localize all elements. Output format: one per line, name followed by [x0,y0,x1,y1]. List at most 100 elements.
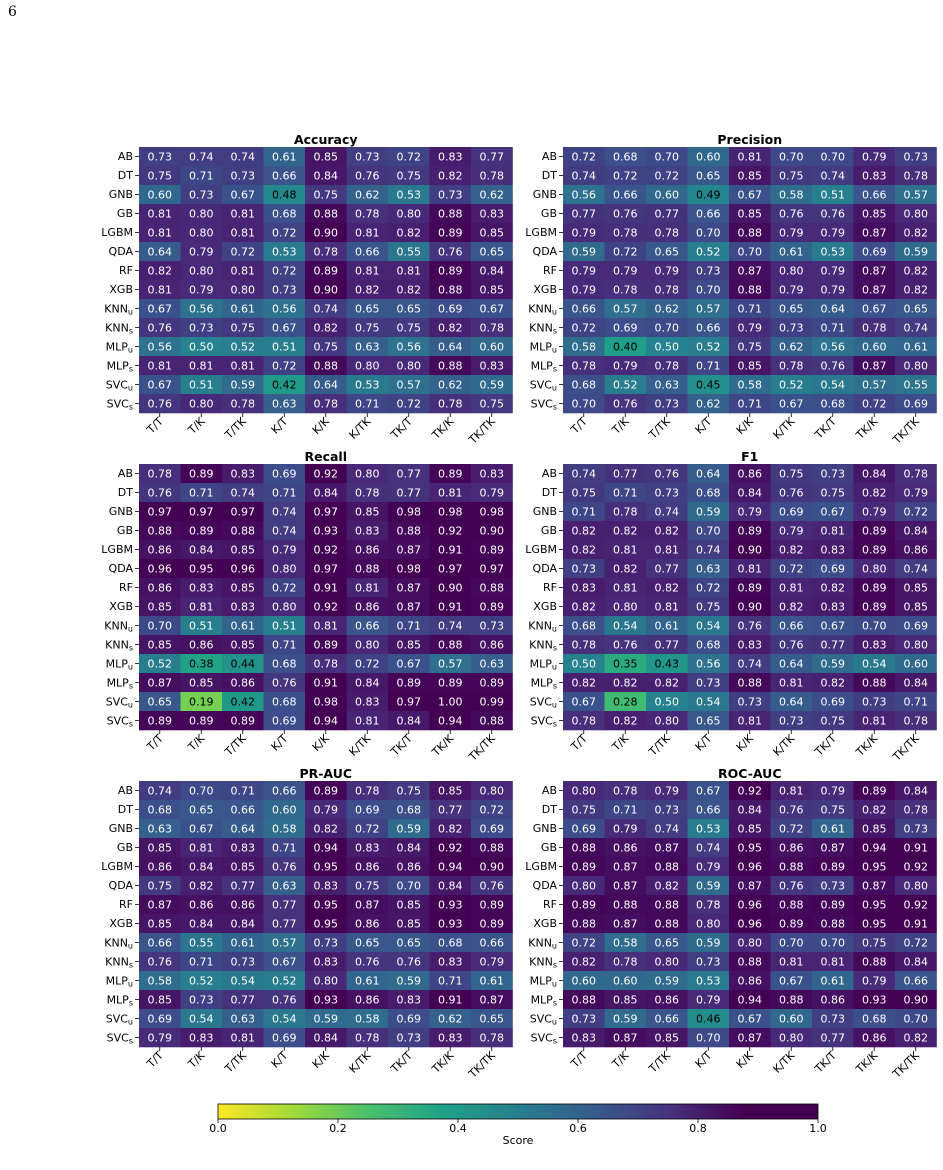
cell-value: 0.99 [480,696,505,709]
heatmap-cell [263,952,306,972]
cell-value: 0.82 [438,322,463,335]
heatmap-cell [263,242,306,262]
cell-value: 0.75 [779,468,804,481]
heatmap-cell [139,337,181,357]
cell-value: 0.89 [397,677,422,690]
heatmap-cell [853,280,896,300]
col-label: K/K [734,731,757,754]
heatmap-cell [180,242,223,262]
heatmap-cell [180,635,223,655]
heatmap-cell [346,711,389,731]
heatmap-cell [770,166,813,186]
cell-value: 0.65 [480,246,505,259]
cell-value: 0.83 [397,994,422,1007]
row-label: KNNs [529,321,557,335]
heatmap-cell [388,318,430,338]
cell-value: 0.83 [438,1032,463,1045]
cell-value: 0.80 [738,937,763,950]
heatmap-cell [853,819,896,839]
cell-value: 0.85 [397,918,422,931]
heatmap-cell [263,394,306,414]
col-label: T/T [144,1049,166,1071]
colorbar-tick-label: 0.8 [689,1122,707,1135]
cell-value: 0.92 [904,899,929,912]
heatmap-cell [729,635,771,655]
heatmap-cell [646,185,688,205]
heatmap-cell [305,971,347,991]
heatmap-cell [305,1028,347,1048]
cell-value: 0.73 [272,284,297,297]
cell-value: 0.77 [821,1032,846,1045]
heatmap-cell [471,356,513,376]
cell-value: 0.45 [696,379,721,392]
heatmap-cell [853,711,896,731]
cell-value: 0.91 [904,918,929,931]
cell-value: 0.75 [821,715,846,728]
heatmap-cell [471,483,513,503]
cell-value: 0.78 [480,322,505,335]
row-label: AB [118,467,133,480]
heatmap-cell [263,971,306,991]
cell-value: 0.89 [480,544,505,557]
heatmap-cell [388,952,430,972]
heatmap-cell [388,502,430,522]
heatmap-cell [139,166,181,186]
col-label: TK/TK [890,731,923,764]
heatmap-cell [305,261,347,281]
heatmap-cell [305,895,347,915]
cell-value: 0.68 [272,208,297,221]
heatmap-cell [180,1028,223,1048]
cell-value: 0.88 [438,284,463,297]
heatmap-cell [729,597,771,617]
heatmap-cell [305,781,347,801]
cell-value: 0.85 [480,284,505,297]
heatmap-cell [180,318,223,338]
heatmap-cell [222,635,264,655]
heatmap-cell [895,819,937,839]
cell-value: 0.66 [355,246,380,259]
cell-value: 0.79 [655,265,680,278]
heatmap-cell [604,464,647,484]
heatmap-cell [687,800,730,820]
cell-value: 0.95 [738,842,763,855]
heatmap-cell [305,616,347,636]
heatmap-cell [471,971,513,991]
heatmap-cell [305,933,347,953]
heatmap-cell [388,857,430,877]
cell-value: 0.82 [355,284,380,297]
cell-value: 0.95 [189,563,214,576]
row-label: QDA [109,562,134,575]
heatmap-cell [646,375,688,395]
heatmap-cell [388,242,430,262]
col-label: TK/T [812,1049,839,1076]
heatmap-cell [563,242,605,262]
heatmap-cell [222,299,264,319]
cell-value: 0.78 [613,506,638,519]
heatmap-cell [895,635,937,655]
heatmap-cell [139,185,181,205]
cell-value: 0.68 [272,696,297,709]
cell-value: 0.42 [231,696,256,709]
colorbar-tick-label: 0.2 [329,1122,347,1135]
row-label: LGBM [525,543,557,556]
heatmap-cell [139,483,181,503]
heatmap-cell [729,261,771,281]
heatmap-cell [770,616,813,636]
heatmap-cell [895,280,937,300]
cell-value: 0.75 [231,322,256,335]
cell-value: 0.79 [189,246,214,259]
cell-value: 0.66 [231,804,256,817]
col-label: K/T [693,1049,715,1071]
row-label: QDA [109,879,134,892]
cell-value: 0.60 [613,975,638,988]
heatmap-cell [687,578,730,598]
cell-value: 0.60 [904,658,929,671]
heatmap-cell [263,502,306,522]
cell-value: 0.90 [738,544,763,557]
heatmap-cell [646,521,688,541]
heatmap-cell [139,502,181,522]
cell-value: 0.83 [821,544,846,557]
cell-value: 0.84 [738,487,763,500]
cell-value: 0.88 [779,899,804,912]
heatmap-cell [180,1009,223,1029]
